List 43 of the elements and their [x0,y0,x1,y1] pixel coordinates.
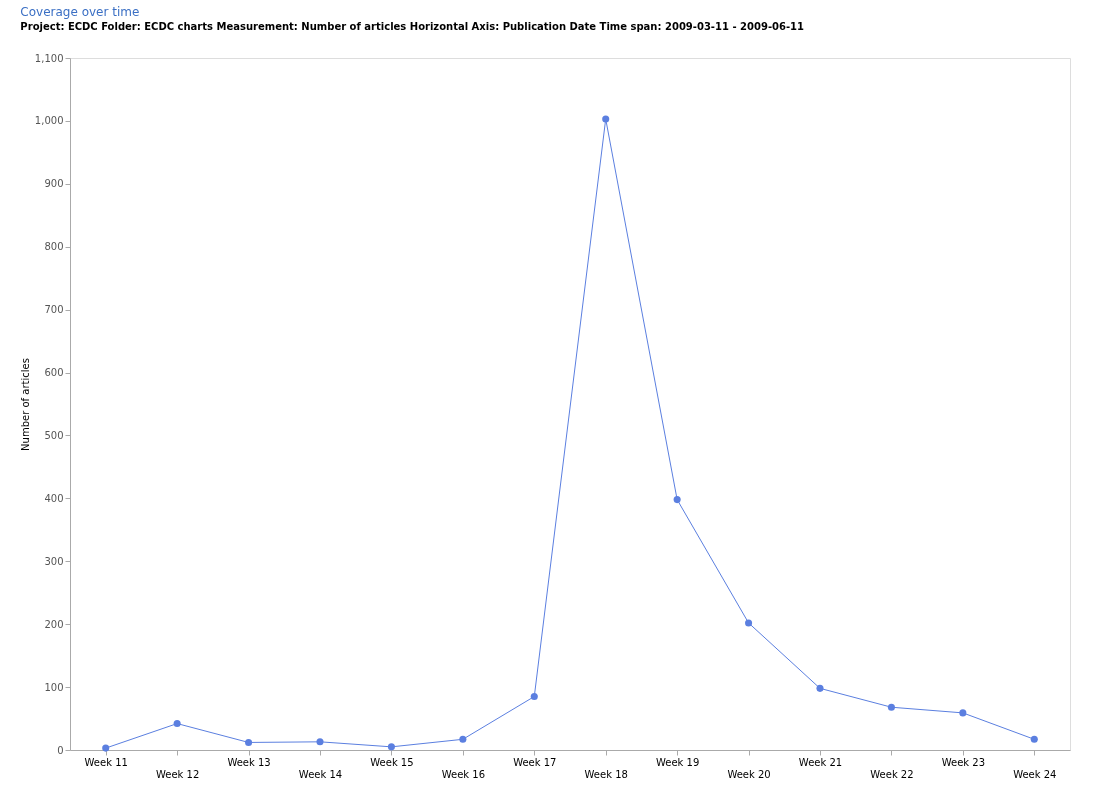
point [959,709,967,717]
point [673,496,681,504]
y-tick-label: 900 [44,178,64,190]
x-tick-label: Week 23 [941,756,986,768]
point [459,735,467,743]
y-axis-title: Number of articles [19,358,31,451]
x-tick-label: Week 24 [1013,768,1057,780]
x-tick-label: Week 11 [84,756,128,768]
y-tick-label: 1,100 [34,52,64,64]
x-tick-label: Week 22 [870,768,914,780]
x-tick-label: Week 19 [655,756,700,768]
y-tick-label: 500 [44,429,64,441]
point [1030,735,1038,743]
x-tick-label: Week 12 [155,768,200,780]
x-tick-label: Week 16 [441,768,486,780]
y-tick-label: 0 [57,744,64,756]
x-tick-label: Week 20 [727,768,771,780]
y-tick-label: 300 [44,555,64,567]
point [530,693,538,701]
x-tick-label: Week 17 [513,756,557,768]
point [245,738,253,746]
y-tick-label: 400 [44,492,64,504]
chart-title: Coverage over time [20,5,140,19]
point [887,703,895,711]
point [745,619,753,627]
x-tick-label: Week 21 [798,756,843,768]
y-tick-label: 600 [44,367,64,379]
x-tick-label: Week 14 [298,768,343,780]
point [387,743,395,751]
y-tick-label: 800 [44,241,64,253]
x-tick-label: Week 18 [584,768,628,780]
x-tick-label: Week 15 [370,756,414,768]
point [316,738,324,746]
point [173,720,181,728]
chart-subtitle: Project: ECDC Folder: ECDC charts Measurement: Number of articles Horizontal Axis: Publication Date Time span: 2009-03-11 - 2009-06-11 [20,21,805,32]
y-tick-label: 1,000 [34,115,64,127]
x-tick-label: Week 13 [227,756,271,768]
y-tick-label: 700 [44,304,64,316]
y-tick-label: 100 [44,681,64,693]
y-tick-label: 200 [44,618,64,630]
point [102,744,110,752]
point [816,684,824,692]
point [602,115,610,123]
